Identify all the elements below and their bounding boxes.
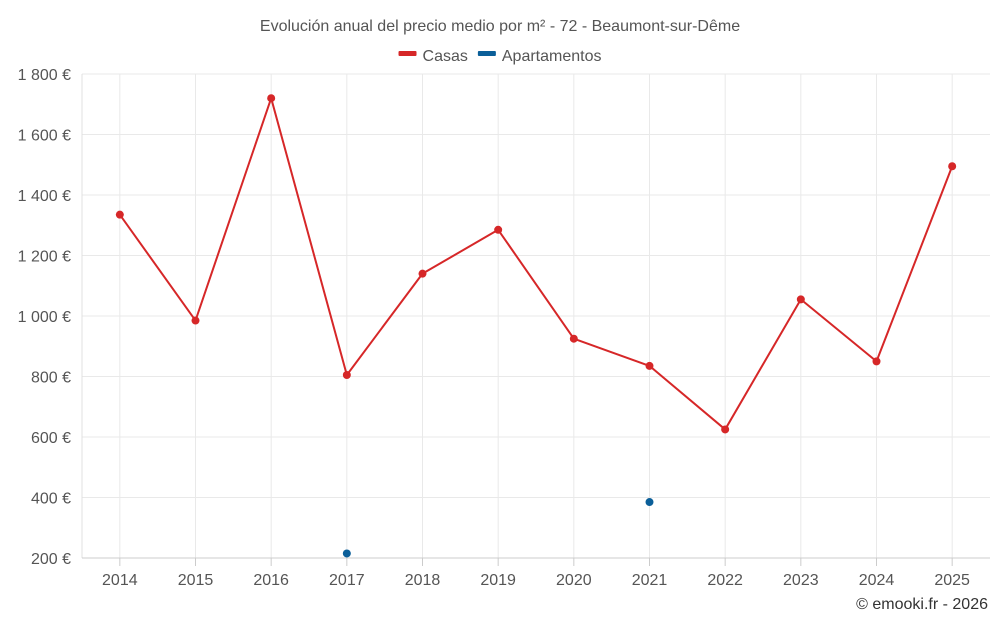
y-tick-label: 1 400 €: [18, 188, 71, 205]
point-casas-2024[interactable]: [872, 357, 881, 366]
point-casas-2021[interactable]: [645, 361, 654, 370]
point-casas-2016[interactable]: [267, 94, 276, 103]
point-apartamentos-2017[interactable]: [342, 549, 351, 558]
legend-swatch-casas: [398, 51, 417, 56]
point-casas-2015[interactable]: [191, 316, 200, 325]
grid-lines: [81, 73, 990, 559]
x-axis: 2014 2015 2016 2017 2018 2019 2020 2021 2022 2023…: [102, 558, 970, 589]
x-tick-label: 2014: [102, 572, 138, 589]
x-tick-label: 2022: [707, 572, 743, 589]
y-tick-label: 200 €: [31, 551, 71, 568]
x-tick-label: 2025: [934, 572, 970, 589]
series-layer: [115, 94, 957, 558]
point-casas-2018[interactable]: [418, 269, 427, 278]
point-casas-2025[interactable]: [948, 162, 957, 171]
y-tick-label: 1 800 €: [18, 67, 71, 84]
y-tick-label: 400 €: [31, 491, 71, 508]
y-tick-label: 800 €: [31, 370, 71, 387]
x-tick-label: 2021: [632, 572, 668, 589]
x-tick-label: 2015: [178, 572, 214, 589]
point-casas-2014[interactable]: [115, 210, 124, 219]
point-casas-2020[interactable]: [569, 334, 578, 343]
y-tick-label: 1 200 €: [18, 249, 71, 266]
y-tick-label: 1 600 €: [18, 128, 71, 145]
point-apartamentos-2021[interactable]: [645, 498, 654, 507]
x-tick-label: 2018: [405, 572, 441, 589]
legend-label-casas[interactable]: Casas: [423, 48, 468, 65]
series-line-casas: [119, 97, 954, 431]
point-casas-2019[interactable]: [494, 225, 503, 234]
y-tick-label: 1 000 €: [18, 309, 71, 326]
legend-label-apartamentos[interactable]: Apartamentos: [502, 48, 602, 65]
point-casas-2022[interactable]: [721, 425, 730, 434]
x-tick-label: 2019: [480, 572, 516, 589]
chart-legend: Casas Apartamentos: [398, 48, 602, 65]
point-casas-2023[interactable]: [796, 295, 805, 304]
x-tick-label: 2024: [859, 572, 895, 589]
chart-credit: © emooki.fr - 2026: [856, 596, 988, 613]
x-tick-label: 2023: [783, 572, 819, 589]
y-tick-label: 600 €: [31, 430, 71, 447]
point-casas-2017[interactable]: [342, 370, 351, 379]
legend-swatch-apartamentos: [477, 51, 496, 56]
x-tick-label: 2020: [556, 572, 592, 589]
chart-title: Evolución anual del precio medio por m² …: [260, 18, 740, 35]
x-tick-label: 2017: [329, 572, 365, 589]
y-axis: 200 € 400 € 600 € 800 € 1 000 € 1 200 € 1 400 …: [18, 67, 71, 568]
x-tick-label: 2016: [253, 572, 289, 589]
